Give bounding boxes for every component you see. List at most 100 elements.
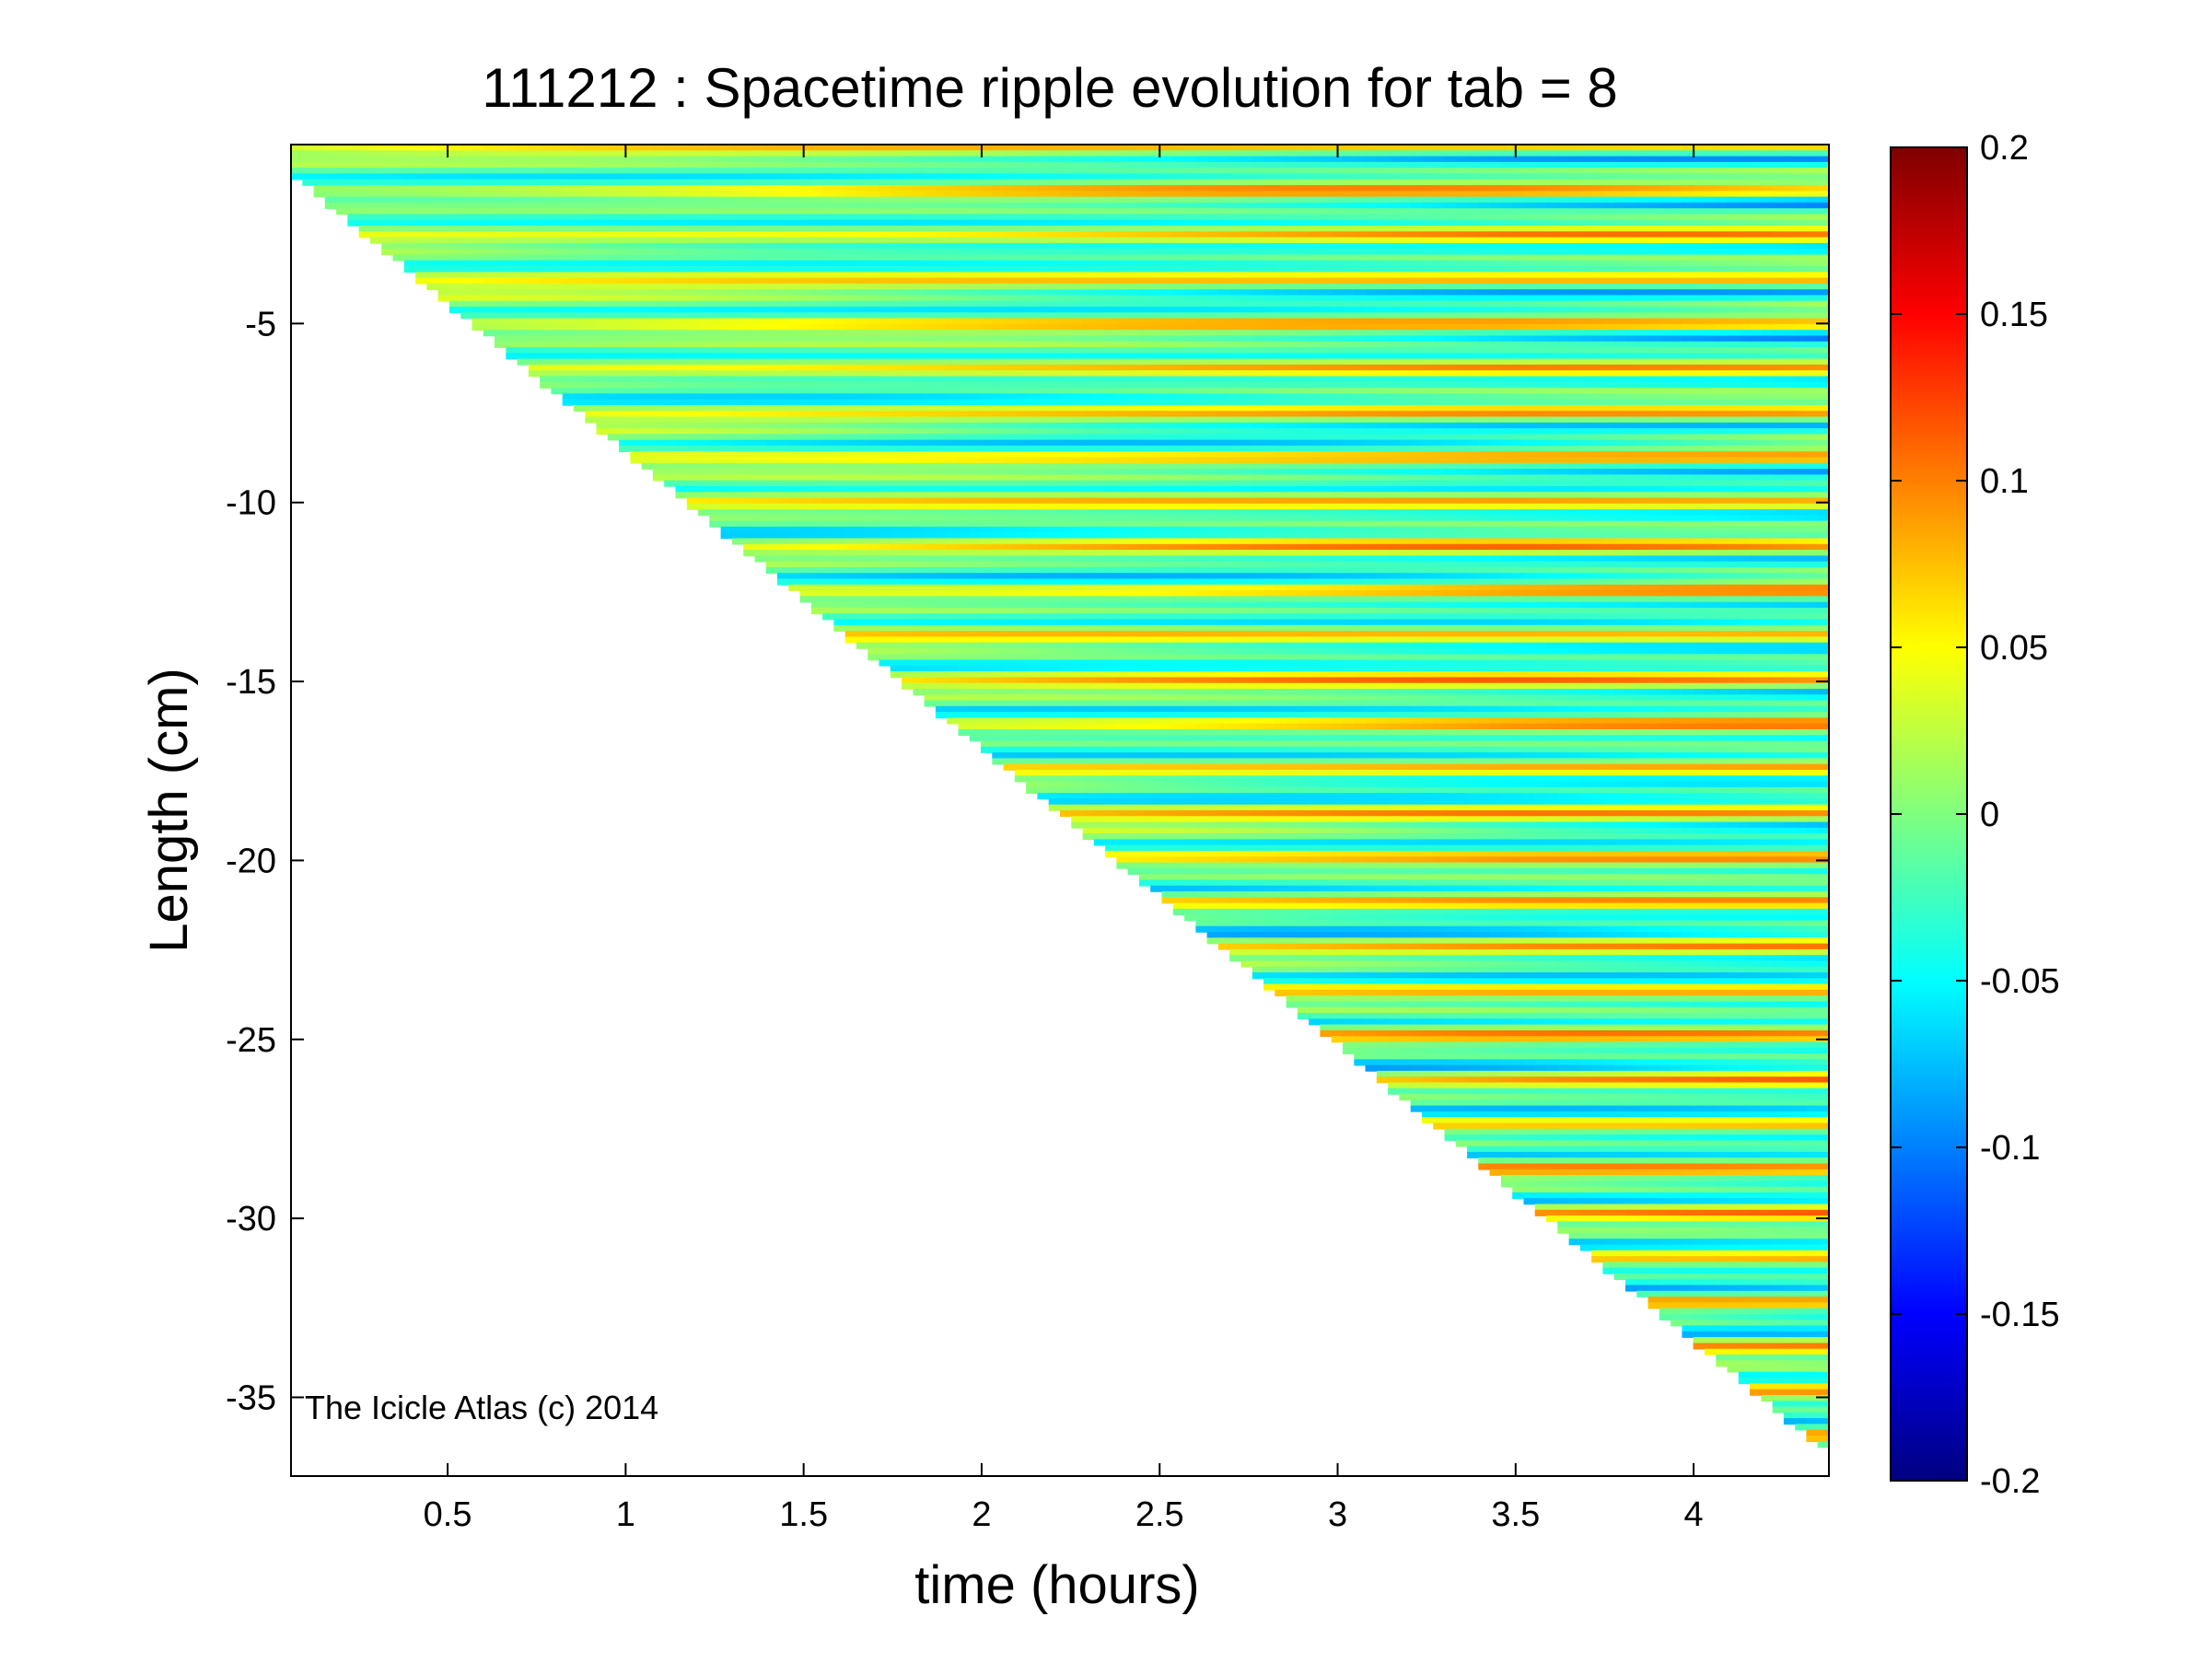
heatmap-cell [518, 238, 530, 244]
heatmap-cell [698, 365, 710, 371]
heatmap-cell [1026, 197, 1038, 204]
heatmap-cell [585, 180, 597, 186]
heatmap-cell [1128, 608, 1140, 614]
heatmap-cell [1037, 423, 1049, 429]
heatmap-cell [936, 498, 948, 505]
heatmap-cell [1083, 261, 1095, 267]
heatmap-cell [766, 458, 778, 464]
heatmap-cell [608, 266, 620, 273]
heatmap-cell [563, 307, 575, 313]
heatmap-cell [732, 370, 744, 377]
heatmap-cell [1049, 654, 1061, 660]
heatmap-cell [1105, 342, 1117, 348]
heatmap-cell [1094, 585, 1106, 591]
heatmap-cell [721, 289, 733, 296]
heatmap-cell [833, 446, 845, 452]
heatmap-cell [891, 521, 902, 528]
heatmap-cell [721, 463, 733, 470]
heatmap-cell [574, 145, 586, 151]
heatmap-cell [925, 486, 937, 493]
heatmap-cell [902, 596, 914, 602]
heatmap-cell [1037, 440, 1049, 447]
heatmap-cell [551, 377, 563, 383]
heatmap-cell [1094, 272, 1106, 278]
heatmap-cell [1094, 620, 1106, 626]
heatmap-cell [833, 226, 845, 232]
heatmap-cell [483, 157, 495, 163]
heatmap-cell [438, 278, 450, 285]
heatmap-cell [664, 301, 676, 308]
heatmap-cell [676, 492, 688, 498]
heatmap-cell [777, 157, 789, 163]
heatmap-cell [1015, 330, 1027, 336]
heatmap-cell [743, 185, 755, 192]
heatmap-cell [800, 474, 812, 481]
heatmap-cell [597, 168, 609, 174]
heatmap-cell [936, 458, 948, 464]
heatmap-cell [822, 400, 834, 406]
heatmap-cell [833, 590, 845, 597]
heatmap-cell [1094, 504, 1106, 510]
heatmap-cell [415, 180, 427, 186]
heatmap-cell [1116, 440, 1128, 447]
heatmap-cell [856, 620, 868, 626]
heatmap-cell [336, 180, 348, 186]
heatmap-cell [800, 301, 812, 308]
heatmap-cell [1094, 324, 1106, 331]
heatmap-cell [1116, 312, 1128, 319]
heatmap-cell [1128, 585, 1140, 591]
heatmap-cell [879, 550, 891, 556]
heatmap-cell [1071, 775, 1083, 782]
heatmap-cell [845, 388, 857, 394]
heatmap-cell [867, 579, 879, 586]
heatmap-cell [619, 393, 631, 400]
heatmap-cell [1037, 458, 1049, 464]
heatmap-cell [1083, 504, 1095, 510]
heatmap-cell [913, 400, 925, 406]
heatmap-cell [879, 220, 891, 227]
heatmap-cell [936, 417, 948, 424]
heatmap-cell [1094, 197, 1106, 204]
heatmap-cell [936, 567, 948, 574]
heatmap-cell [1060, 764, 1072, 771]
heatmap-cell [777, 266, 789, 273]
heatmap-cell [449, 208, 461, 215]
heatmap-cell [947, 157, 959, 163]
heatmap-cell [1037, 532, 1049, 539]
heatmap-cell [529, 173, 541, 180]
heatmap-cell [833, 521, 845, 528]
heatmap-cell [1116, 266, 1128, 273]
heatmap-cell [1105, 185, 1117, 192]
heatmap-cell [1083, 724, 1095, 730]
heatmap-cell [755, 168, 767, 174]
heatmap-cell [563, 261, 575, 267]
heatmap-cell [902, 347, 914, 354]
heatmap-cell [359, 191, 371, 197]
heatmap-cell [1071, 417, 1083, 424]
heatmap-cell [1116, 481, 1128, 487]
heatmap-cell [574, 400, 586, 406]
heatmap-cell [1128, 388, 1140, 394]
heatmap-cell [981, 481, 993, 487]
heatmap-cell [664, 226, 676, 232]
heatmap-cell [925, 377, 937, 383]
heatmap-cell [1071, 654, 1083, 660]
heatmap-cell [518, 214, 530, 220]
heatmap-cell [1128, 336, 1140, 343]
heatmap-cell [902, 648, 914, 655]
heatmap-cell [1128, 527, 1140, 533]
heatmap-cell [483, 261, 495, 267]
heatmap-cell [1060, 417, 1072, 424]
heatmap-cell [800, 353, 812, 359]
heatmap-cell [721, 249, 733, 255]
heatmap-cell [1037, 712, 1049, 718]
heatmap-cell [721, 145, 733, 151]
heatmap-cell [426, 220, 438, 227]
heatmap-cell [811, 272, 823, 278]
heatmap-cell [540, 324, 552, 331]
heatmap-cell [732, 319, 744, 325]
heatmap-cell [540, 278, 552, 285]
heatmap-cell [1060, 370, 1072, 377]
heatmap-cell [800, 481, 812, 487]
heatmap-cell [1083, 220, 1095, 227]
